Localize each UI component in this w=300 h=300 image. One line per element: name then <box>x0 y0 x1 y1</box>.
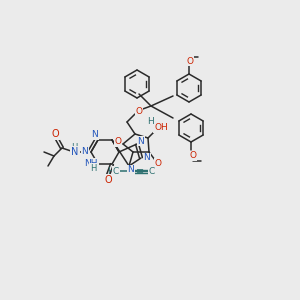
Text: O: O <box>51 129 59 139</box>
Text: NH: NH <box>84 159 98 168</box>
Text: OH: OH <box>154 124 168 133</box>
Text: N: N <box>144 154 150 163</box>
Text: O: O <box>104 175 112 185</box>
Text: N: N <box>92 130 98 140</box>
Text: O: O <box>190 152 196 160</box>
Text: H: H <box>71 143 77 152</box>
Text: O: O <box>187 56 194 65</box>
Text: O: O <box>115 137 122 146</box>
Text: C: C <box>113 167 119 176</box>
Text: O: O <box>136 106 142 116</box>
Text: H: H <box>147 118 153 127</box>
Text: C: C <box>149 167 155 176</box>
Text: H: H <box>108 167 114 176</box>
Text: N: N <box>138 136 144 146</box>
Text: N: N <box>128 166 134 175</box>
Text: N: N <box>71 147 79 157</box>
Text: N: N <box>82 148 88 157</box>
Text: H: H <box>90 164 96 172</box>
Text: ≡: ≡ <box>136 166 144 176</box>
Text: O: O <box>154 158 161 167</box>
